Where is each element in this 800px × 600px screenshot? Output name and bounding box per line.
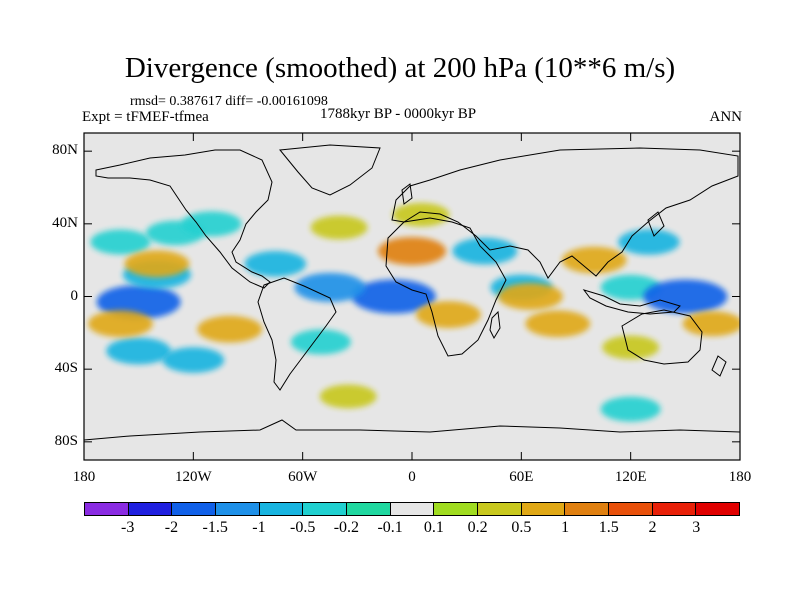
divergence-feature-14 [378, 237, 446, 266]
colorbar-label: -3 [121, 519, 135, 536]
lon-label: 120E [614, 469, 647, 485]
colorbar-swatch-11 [565, 503, 610, 515]
colorbar-swatch-4 [259, 503, 304, 515]
divergence-feature-26 [682, 311, 740, 337]
experiment-label: Expt = tFMEF-tfmea [82, 109, 209, 125]
lat-label: 80S [54, 432, 78, 449]
colorbar-label: -1.5 [202, 519, 228, 536]
colorbar-label: 1.5 [598, 519, 619, 536]
colorbar-swatch-12 [609, 503, 653, 515]
coastlines [84, 144, 740, 441]
colorbar-swatch-2 [172, 503, 217, 515]
coast-greenland [279, 144, 381, 196]
lat-label: 40N [52, 214, 78, 231]
divergence-feature-27 [310, 215, 368, 240]
coast-south-america [257, 277, 337, 391]
divergence-feature-23 [643, 279, 728, 314]
divergence-feature-7 [124, 250, 190, 278]
divergence-feature-4 [181, 211, 242, 237]
coast-north-america [95, 149, 273, 289]
coast-japan [647, 211, 665, 237]
colorbar [84, 502, 740, 516]
divergence-feature-24 [618, 229, 680, 255]
lat-label: 0 [70, 287, 79, 304]
plot-title: Divergence (smoothed) at 200 hPa (10**6 … [124, 52, 676, 84]
colorbar-label: -1 [252, 519, 266, 536]
lat-label: 80N [52, 142, 78, 159]
colorbar-label: 2 [648, 519, 657, 536]
coast-africa [385, 217, 507, 357]
colorbar-swatch-9 [478, 503, 522, 515]
divergence-feature-9 [197, 315, 263, 343]
divergence-feature-20 [498, 283, 563, 310]
coast-eurasia [391, 147, 739, 279]
divergence-feature-28 [600, 396, 661, 422]
colorbar-swatch-14 [696, 503, 740, 515]
period-label: 1788kyr BP - 0000kyr BP [320, 106, 477, 122]
rmsd-diff-stats: rmsd= 0.387617 diff= -0.00161098 [130, 94, 328, 109]
divergence-feature-19 [561, 246, 627, 274]
divergence-feature-10 [244, 250, 307, 277]
lon-label: 60W [288, 469, 318, 485]
coast-new-zealand [711, 355, 727, 377]
lon-label: 180 [72, 469, 96, 485]
divergence-feature-13 [290, 329, 351, 355]
coast-australia [621, 309, 703, 365]
coast-madagascar [489, 310, 501, 340]
divergence-feature-11 [351, 279, 436, 314]
colorbar-label: 0.2 [467, 519, 488, 536]
lon-label: 0 [408, 469, 416, 485]
colorbar-label: 0.1 [423, 519, 444, 536]
lon-label: 60E [509, 469, 534, 485]
colorbar-swatch-0 [85, 503, 129, 515]
colorbar-label: -0.2 [333, 519, 360, 536]
divergence-feature-6 [162, 347, 225, 373]
colorbar-label: -0.5 [289, 519, 316, 536]
divergence-feature-16 [416, 301, 481, 329]
colorbar-swatch-6 [347, 503, 391, 515]
lon-label: 120W [174, 469, 212, 485]
divergence-feature-12 [294, 272, 366, 303]
coast-antarctica [84, 419, 740, 441]
colorbar-swatch-7 [390, 503, 435, 515]
divergence-feature-25 [602, 335, 660, 360]
colorbar-swatch-3 [216, 503, 260, 515]
coast-uk [401, 183, 413, 205]
lon-label: 180 [728, 469, 752, 485]
lat-label: 40S [54, 360, 78, 377]
colorbar-swatch-5 [303, 503, 348, 515]
coast-indonesia [582, 289, 681, 315]
colorbar-swatch-13 [652, 503, 697, 515]
axis-ticks [83, 133, 741, 460]
divergence-feature-8 [88, 310, 153, 338]
colorbar-swatch-10 [521, 503, 566, 515]
divergence-feature-5 [106, 337, 172, 365]
colorbar-label: 0.5 [511, 519, 532, 536]
colorbar-swatch-1 [128, 503, 173, 515]
divergence-feature-29 [319, 384, 377, 409]
colorbar-swatch-8 [434, 503, 479, 515]
colorbar-label: 3 [692, 519, 701, 536]
colorbar-label: -0.1 [377, 519, 403, 536]
colorbar-label: -2 [164, 519, 179, 536]
divergence-feature-21 [525, 310, 591, 338]
divergence-feature-2 [90, 229, 151, 255]
season-label: ANN [709, 109, 743, 125]
colorbar-label: 1 [561, 519, 570, 536]
